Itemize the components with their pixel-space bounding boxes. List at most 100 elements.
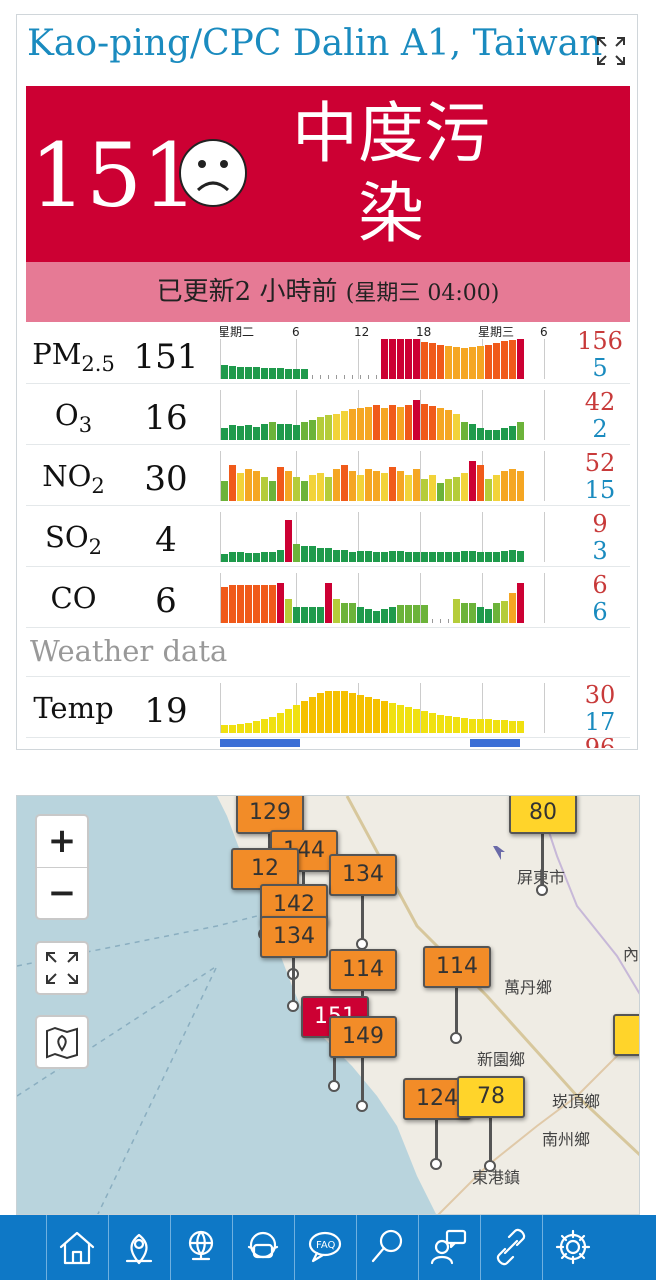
mask-icon bbox=[241, 1225, 285, 1269]
pollutant-row[interactable]: CO 6 6 6 bbox=[26, 567, 630, 628]
chart-bar bbox=[229, 552, 236, 562]
chart-bar bbox=[429, 713, 436, 733]
chart-bar bbox=[477, 607, 484, 623]
history-bar-chart bbox=[220, 447, 550, 503]
chart-bar bbox=[365, 551, 372, 562]
chart-bar bbox=[429, 552, 436, 562]
chart-bar bbox=[293, 607, 300, 623]
nav-globe[interactable] bbox=[170, 1215, 232, 1280]
nav-location-pin[interactable] bbox=[108, 1215, 170, 1280]
chart-bar bbox=[501, 551, 508, 562]
chart-bar bbox=[237, 473, 244, 501]
chart-bar bbox=[309, 697, 316, 733]
search-icon bbox=[365, 1225, 409, 1269]
chart-bar bbox=[269, 717, 276, 733]
nav-faq[interactable]: FAQ bbox=[294, 1215, 356, 1280]
aqi-map-marker[interactable]: 129 bbox=[236, 795, 304, 834]
chart-bar bbox=[325, 691, 332, 733]
chart-bar bbox=[365, 609, 372, 623]
aqi-map-marker[interactable]: 114 bbox=[423, 946, 491, 988]
pollutant-name-text: CO bbox=[51, 581, 97, 615]
nav-search[interactable] bbox=[356, 1215, 418, 1280]
nav-chat-person[interactable] bbox=[418, 1215, 480, 1280]
aqi-map-marker[interactable]: 7 bbox=[613, 1014, 640, 1056]
station-title[interactable]: Kao-ping/CPC Dalin A1, Taiwan bbox=[27, 23, 602, 64]
min-value: 2 bbox=[570, 415, 630, 443]
chart-bar bbox=[261, 585, 268, 623]
pollutant-subscript: 3 bbox=[79, 413, 92, 437]
chart-bar bbox=[349, 603, 356, 623]
pollutant-value: 16 bbox=[126, 398, 206, 438]
marker-pin bbox=[541, 834, 544, 886]
nav-link[interactable] bbox=[480, 1215, 542, 1280]
nav-home[interactable] bbox=[46, 1215, 108, 1280]
chart-bar bbox=[517, 422, 524, 440]
aqi-map-marker[interactable]: 78 bbox=[457, 1076, 525, 1118]
location-pin-icon bbox=[117, 1225, 161, 1269]
pollutant-row[interactable]: PM2.5 151 星期二 6 12 18 星期三 6 156 5 bbox=[26, 323, 630, 384]
chart-bar bbox=[221, 428, 228, 440]
nav-settings[interactable] bbox=[542, 1215, 604, 1280]
chart-bar bbox=[501, 471, 508, 501]
chart-bar bbox=[317, 548, 324, 562]
chart-bar bbox=[381, 473, 388, 501]
chart-bar bbox=[453, 599, 460, 623]
chart-bar bbox=[389, 607, 396, 623]
chart-bar bbox=[221, 725, 228, 733]
chart-bar bbox=[309, 607, 316, 623]
chart-bar bbox=[373, 471, 380, 501]
chart-bar bbox=[421, 404, 428, 440]
aqi-map-marker[interactable]: 134 bbox=[260, 916, 328, 958]
chart-bar bbox=[301, 481, 308, 501]
nav-mask[interactable] bbox=[232, 1215, 294, 1280]
chart-bar bbox=[437, 345, 444, 379]
place-label: 新園鄉 bbox=[477, 1046, 525, 1070]
aqi-map-marker[interactable]: 149 bbox=[329, 1016, 397, 1058]
aqi-map-marker[interactable]: 134 bbox=[329, 854, 397, 896]
zoom-in-button[interactable]: + bbox=[37, 816, 87, 868]
chart-bar bbox=[373, 699, 380, 733]
chart-bar bbox=[285, 709, 292, 733]
pollutant-row[interactable]: Temp 19 30 17 bbox=[26, 677, 630, 738]
marker-dot bbox=[287, 1000, 299, 1012]
pollutant-row[interactable]: SO2 4 9 3 bbox=[26, 506, 630, 567]
chart-bar bbox=[253, 585, 260, 623]
zoom-out-button[interactable]: − bbox=[37, 868, 87, 919]
chart-bar bbox=[485, 479, 492, 501]
chart-bar bbox=[357, 695, 364, 733]
map-layers-button[interactable] bbox=[35, 1015, 89, 1069]
chart-bar bbox=[261, 477, 268, 501]
chart-bar bbox=[309, 475, 316, 501]
chart-bar bbox=[301, 701, 308, 733]
chart-bar bbox=[245, 469, 252, 501]
chart-bar bbox=[317, 417, 324, 440]
aqi-map-marker[interactable]: 114 bbox=[329, 949, 397, 991]
pollutant-row[interactable]: O3 16 42 2 bbox=[26, 384, 630, 445]
chart-bar bbox=[277, 424, 284, 440]
chart-bar bbox=[413, 709, 420, 733]
fullscreen-icon[interactable] bbox=[595, 35, 627, 67]
aqi-value: 151 bbox=[30, 126, 198, 226]
pollutant-row[interactable]: NO2 30 52 15 bbox=[26, 445, 630, 506]
chart-bar bbox=[229, 725, 236, 733]
min-value: 15 bbox=[570, 476, 630, 504]
chart-bar bbox=[469, 551, 476, 562]
chart-bar bbox=[237, 724, 244, 733]
chart-bar bbox=[440, 619, 441, 623]
chart-bar bbox=[277, 713, 284, 733]
chart-bar bbox=[501, 601, 508, 623]
map-view[interactable]: 屏東市 萬丹鄉 新園鄉 崁頂鄉 南州鄉 東港鎮 內 潮 129144134121… bbox=[16, 795, 640, 1215]
chart-bar bbox=[421, 711, 428, 733]
map-fullscreen-button[interactable] bbox=[35, 941, 89, 995]
chart-bar bbox=[485, 552, 492, 562]
place-label: 南州鄉 bbox=[542, 1126, 590, 1150]
aqi-map-marker[interactable]: 80 bbox=[509, 795, 577, 834]
chart-bar bbox=[432, 619, 433, 623]
chart-bar bbox=[421, 479, 428, 501]
chart-bar bbox=[341, 550, 348, 562]
chart-bar bbox=[325, 548, 332, 562]
chart-bar bbox=[293, 425, 300, 440]
chart-bar bbox=[277, 583, 284, 623]
min-value: 17 bbox=[570, 708, 630, 736]
chart-bar bbox=[413, 552, 420, 562]
